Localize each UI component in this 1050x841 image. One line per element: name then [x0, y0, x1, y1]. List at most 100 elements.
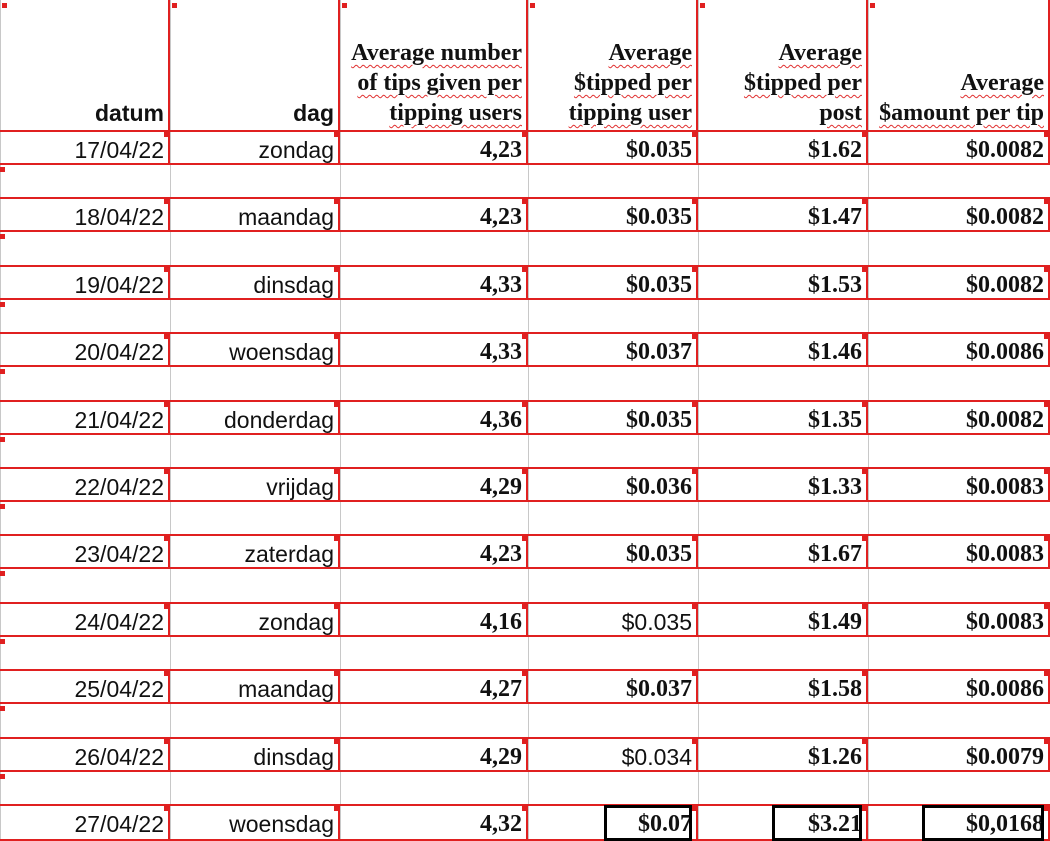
table-cell: $0.035 — [528, 130, 698, 165]
table-cell: $0.035 — [528, 264, 698, 300]
table-cell: 25/04/22 — [0, 669, 170, 705]
table-cell: $0.0083 — [868, 467, 1050, 502]
grid-line — [340, 0, 341, 841]
table-cell: 4,32 — [340, 804, 528, 841]
grid-line — [868, 0, 869, 841]
comment-marker — [522, 401, 527, 407]
table-cell: 4,23 — [340, 130, 528, 165]
grid-line — [528, 0, 529, 841]
comment-marker — [164, 199, 169, 205]
comment-marker — [862, 671, 867, 677]
table-cell: $0.035 — [528, 399, 698, 435]
comment-marker — [692, 334, 697, 340]
comment-marker — [1044, 603, 1049, 609]
comment-marker — [692, 199, 697, 205]
header-cell: Average $amount per tip — [868, 0, 1050, 130]
comment-marker — [1044, 536, 1049, 542]
comment-marker — [522, 671, 527, 677]
table-cell: woensdag — [170, 804, 340, 841]
comment-marker — [0, 369, 5, 375]
table-cell: zondag — [170, 130, 340, 165]
table-cell: $1.46 — [698, 332, 868, 368]
table-cell: 24/04/22 — [0, 601, 170, 637]
header-cell: Average $tipped per post — [698, 0, 868, 130]
table-cell: $0.035 — [528, 197, 698, 233]
comment-marker — [334, 806, 339, 811]
table-cell: $0.0082 — [868, 197, 1050, 233]
table-cell: 27/04/22 — [0, 804, 170, 841]
comment-marker — [1044, 401, 1049, 407]
comment-marker — [0, 504, 5, 509]
table-cell: 23/04/22 — [0, 534, 170, 570]
comment-marker — [1044, 199, 1049, 205]
table-cell: $1.58 — [698, 669, 868, 705]
table-cell: $0.0086 — [868, 332, 1050, 368]
table-cell: zaterdag — [170, 534, 340, 570]
table-cell: $0.037 — [528, 332, 698, 368]
comment-marker — [1044, 334, 1049, 340]
comment-marker — [334, 266, 339, 272]
table-cell: 19/04/22 — [0, 264, 170, 300]
table-cell: $1.62 — [698, 130, 868, 165]
table-cell: $0.0079 — [868, 736, 1050, 772]
comment-marker — [0, 301, 5, 307]
table-cell: $0.0083 — [868, 601, 1050, 637]
table-cell: $0.0086 — [868, 669, 1050, 705]
comment-marker — [164, 603, 169, 609]
comment-marker — [862, 738, 867, 744]
comment-marker — [342, 3, 347, 8]
table-cell: $0.0083 — [868, 534, 1050, 570]
comment-marker — [862, 334, 867, 340]
table-cell: 21/04/22 — [0, 399, 170, 435]
comment-marker — [692, 671, 697, 677]
grid-line — [170, 0, 171, 841]
comment-marker — [522, 806, 527, 811]
comment-marker — [164, 469, 169, 474]
comment-marker — [334, 334, 339, 340]
comment-marker — [522, 334, 527, 340]
table-cell: $0.035 — [528, 534, 698, 570]
comment-marker — [164, 806, 169, 811]
table-cell: $0.0082 — [868, 399, 1050, 435]
comment-marker — [164, 738, 169, 744]
header-cell: datum — [0, 0, 170, 130]
comment-marker — [0, 234, 5, 240]
comment-marker — [862, 806, 867, 811]
comment-marker — [862, 603, 867, 609]
grid-line — [0, 0, 1, 841]
comment-marker — [692, 132, 697, 137]
table-cell: maandag — [170, 669, 340, 705]
header-cell: Average number of tips given per tipping… — [340, 0, 528, 130]
comment-marker — [1044, 266, 1049, 272]
comment-marker — [522, 199, 527, 205]
table-cell: dinsdag — [170, 264, 340, 300]
highlight-box — [922, 805, 1044, 841]
header-cell: Average $tipped per tipping user — [528, 0, 698, 130]
highlight-box — [772, 805, 862, 841]
table-cell: 4,23 — [340, 534, 528, 570]
comment-marker — [334, 199, 339, 205]
comment-marker — [692, 536, 697, 542]
table-cell: 4,29 — [340, 467, 528, 502]
table-cell: dinsdag — [170, 736, 340, 772]
comment-marker — [700, 3, 705, 8]
comment-marker — [1044, 806, 1049, 811]
comment-marker — [530, 3, 535, 8]
table-cell: $0.037 — [528, 669, 698, 705]
table-cell: 4,16 — [340, 601, 528, 637]
comment-marker — [334, 603, 339, 609]
comment-marker — [164, 401, 169, 407]
table-cell: donderdag — [170, 399, 340, 435]
grid-line — [698, 0, 699, 841]
comment-marker — [862, 401, 867, 407]
comment-marker — [164, 132, 169, 137]
table-cell: 17/04/22 — [0, 130, 170, 165]
table-cell: maandag — [170, 197, 340, 233]
table-cell: $0.0082 — [868, 130, 1050, 165]
header-cell: dag — [170, 0, 340, 130]
comment-marker — [164, 536, 169, 542]
comment-marker — [164, 266, 169, 272]
comment-marker — [334, 671, 339, 677]
table-cell: $0.036 — [528, 467, 698, 502]
